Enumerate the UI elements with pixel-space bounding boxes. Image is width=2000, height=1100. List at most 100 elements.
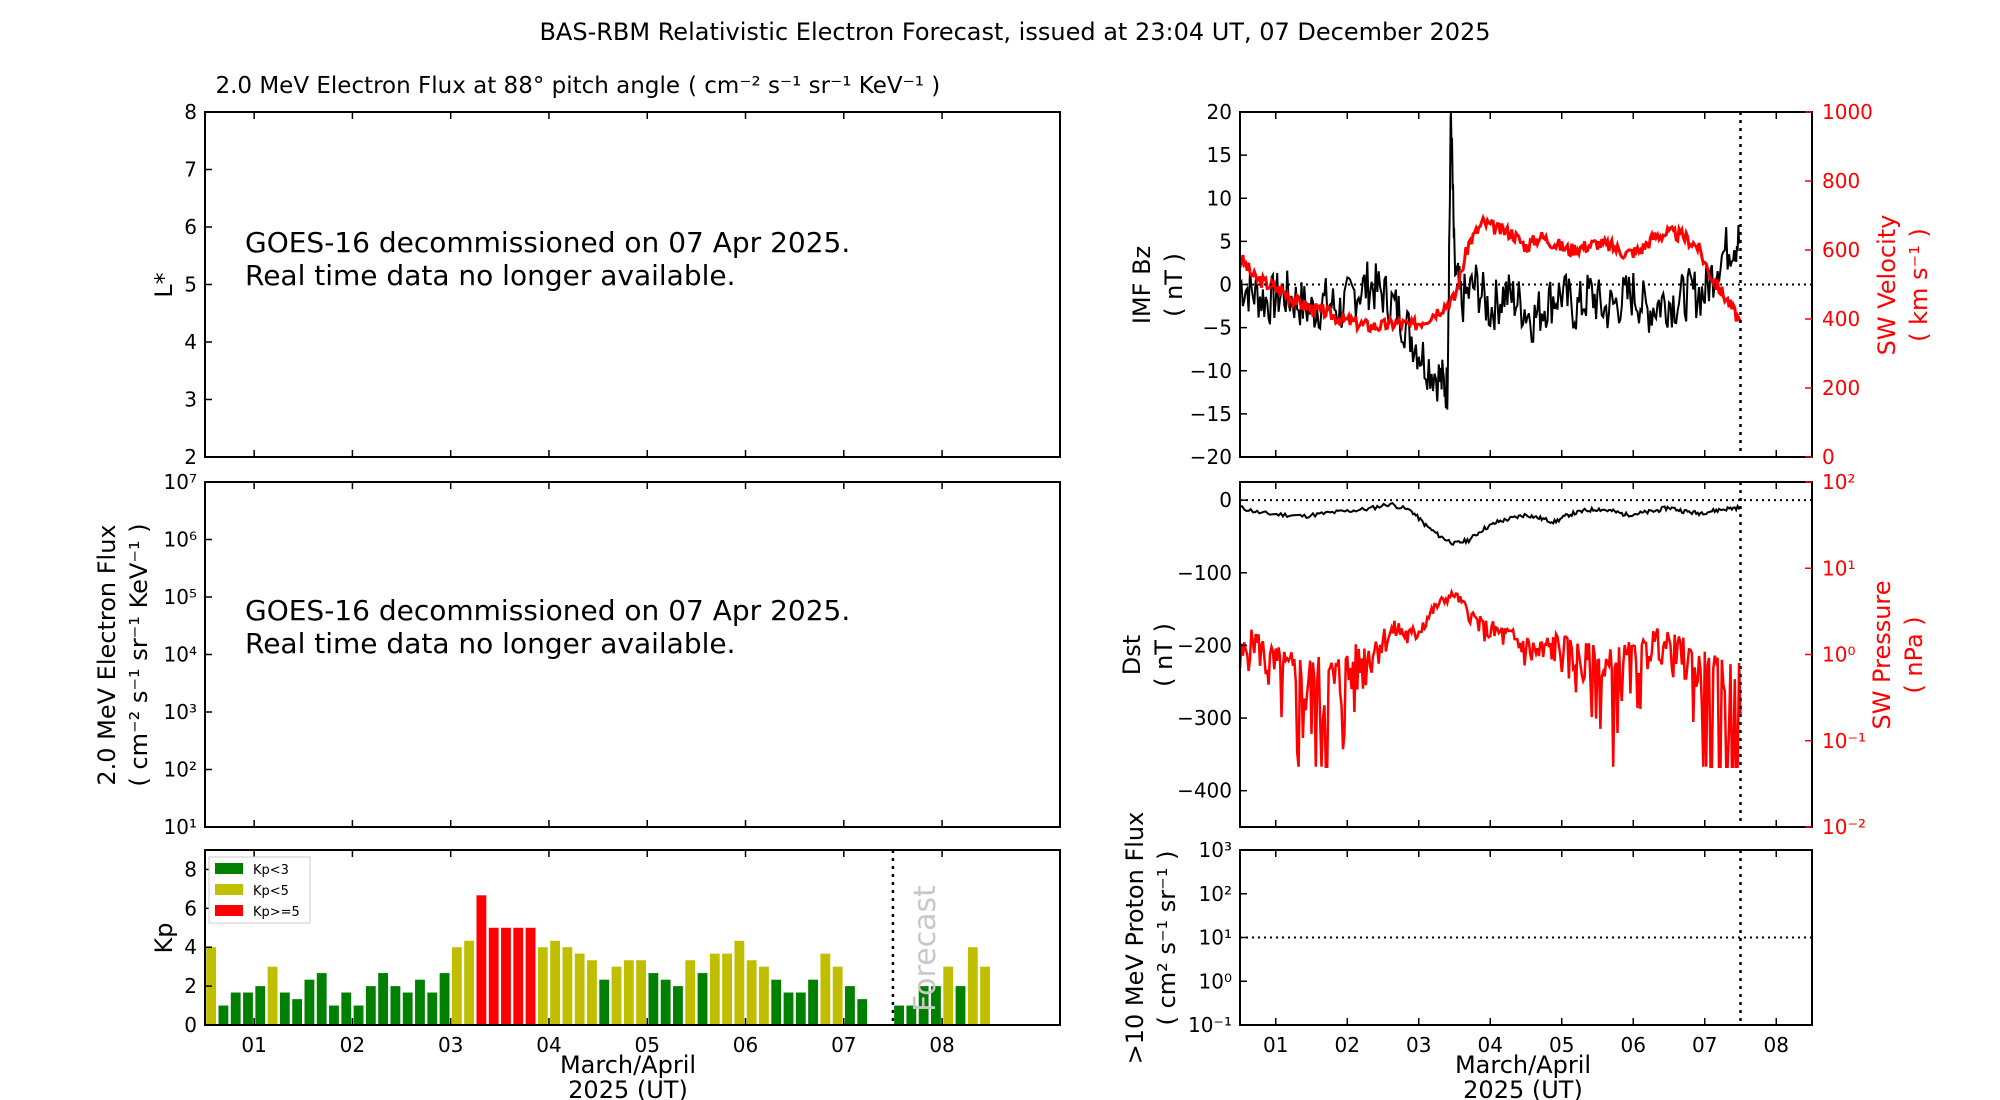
kp-bar	[464, 940, 475, 1025]
lstar-ylabel: L*	[150, 272, 178, 297]
imf-sw-panel: −20 −15 −10 −5 0 5 10 15 20 0 200 400 600 800 1000 IM…	[1128, 100, 1933, 469]
kp-forecast-bar	[955, 986, 966, 1025]
kp-bar	[255, 986, 266, 1025]
kp-bar	[550, 940, 561, 1025]
flux-y-tick-label: 10⁴	[164, 643, 197, 667]
kp-bar	[525, 927, 536, 1025]
dst-y-tick-label: −200	[1177, 633, 1232, 657]
imf-y-tick-label: 0	[1219, 273, 1232, 297]
proton-ylabel-units: ( cm² s⁻¹ sr⁻¹ )	[1153, 851, 1181, 1026]
kp-bar	[513, 927, 524, 1025]
kp-bar	[771, 979, 782, 1025]
sw-pressure-y-tick-label: 10⁻²	[1822, 815, 1866, 839]
flux-y-tick-label: 10¹	[164, 815, 197, 839]
flux-message-line1: GOES-16 decommissioned on 07 Apr 2025.	[245, 594, 850, 627]
kp-bar	[808, 979, 818, 1025]
proton-xlabel-year: 2025 (UT)	[1463, 1076, 1583, 1100]
kp-bar	[415, 979, 425, 1025]
kp-bar	[759, 966, 769, 1025]
kp-x-tick-label: 05	[635, 1033, 660, 1057]
dst-y-ticks: −400 −300 −200 −100 0	[1177, 488, 1247, 803]
sw-pressure-ylabel-units: ( nPa )	[1900, 616, 1928, 693]
kp-legend-mid: Kp<5	[253, 884, 289, 899]
kp-bar	[390, 986, 401, 1025]
kp-bar	[365, 986, 376, 1025]
kp-bar	[697, 973, 708, 1025]
proton-x-tick-label: 05	[1549, 1033, 1574, 1057]
proton-y-ticks: 10⁻¹ 10⁰ 10¹ 10² 10³	[1188, 838, 1247, 1037]
sw-velocity-y-ticks: 0 200 400 600 800 1000	[1805, 100, 1873, 469]
imf-y-tick-label: −20	[1190, 445, 1232, 469]
kp-bar	[279, 992, 290, 1025]
sw-velocity-y-tick-label: 1000	[1822, 100, 1873, 124]
kp-bar	[341, 992, 352, 1025]
kp-bar	[488, 927, 499, 1025]
kp-legend-low: Kp<3	[253, 863, 289, 878]
lstar-y-tick-label: 8	[184, 100, 197, 124]
flux-panel: 10¹ 10² 10³ 10⁴ 10⁵ 10⁶ 10⁷ 2.0 MeV Electron F…	[93, 470, 1061, 839]
sw-pressure-y-tick-label: 10¹	[1822, 556, 1855, 580]
lstar-x-ticks	[253, 112, 943, 457]
kp-bar	[316, 973, 327, 1025]
sw-velocity-line	[1238, 213, 1742, 334]
imf-y-tick-label: 20	[1207, 100, 1232, 124]
sw-pressure-y-tick-label: 10⁰	[1822, 643, 1855, 667]
flux-ylabel: 2.0 MeV Electron Flux	[93, 524, 121, 785]
kp-bars	[206, 895, 990, 1025]
sw-velocity-y-tick-label: 600	[1822, 238, 1860, 262]
kp-bar	[427, 992, 438, 1025]
kp-bar	[648, 973, 659, 1025]
kp-x-ticks: 01 02 03 04 05 06 07 08	[241, 850, 955, 1057]
proton-x-tick-label: 08	[1764, 1033, 1789, 1057]
imf-y-tick-label: 15	[1207, 143, 1232, 167]
kp-bar	[243, 992, 253, 1025]
proton-y-tick-label: 10²	[1199, 882, 1232, 906]
kp-bar	[587, 960, 597, 1025]
lstar-y-tick-label: 5	[184, 273, 197, 297]
proton-ylabel: >10 MeV Proton Flux	[1121, 812, 1149, 1065]
kp-bar	[402, 992, 413, 1025]
kp-bar	[562, 947, 573, 1025]
sw-pressure-y-tick-label: 10²	[1822, 470, 1855, 494]
kp-forecast-bar	[980, 966, 990, 1025]
kp-bar	[611, 966, 622, 1025]
kp-bar	[636, 960, 647, 1025]
kp-xlabel: March/April	[560, 1051, 696, 1079]
imf-x-ticks	[1275, 112, 1777, 457]
imf-y-tick-label: −15	[1190, 402, 1232, 426]
kp-y-tick-label: 2	[184, 974, 197, 998]
sw-velocity-y-tick-label: 200	[1822, 376, 1860, 400]
kp-y-tick-label: 6	[184, 896, 197, 920]
kp-legend: Kp<3 Kp<5 Kp>=5	[208, 856, 311, 924]
sw-pressure-line	[1238, 587, 1742, 768]
proton-y-tick-label: 10¹	[1199, 926, 1232, 950]
sw-velocity-y-tick-label: 0	[1822, 445, 1835, 469]
kp-bar	[857, 999, 868, 1025]
kp-bar	[267, 966, 278, 1025]
dst-ylabel: Dst	[1118, 635, 1146, 675]
kp-xlabel-year: 2025 (UT)	[568, 1076, 688, 1100]
kp-bar	[574, 953, 585, 1025]
sw-pressure-y-tick-label: 10⁻¹	[1822, 729, 1866, 753]
sw-velocity-ylabel-units: ( km s⁻¹ )	[1905, 228, 1933, 342]
kp-bar	[292, 999, 303, 1025]
kp-x-tick-label: 01	[241, 1033, 266, 1057]
flux-y-tick-label: 10³	[164, 700, 197, 724]
kp-bar	[218, 1005, 229, 1025]
proton-x-tick-label: 02	[1335, 1033, 1360, 1057]
kp-legend-swatch-low	[215, 863, 243, 874]
dst-y-tick-label: −400	[1177, 779, 1232, 803]
flux-x-ticks	[253, 482, 943, 827]
kp-bar	[820, 953, 831, 1025]
lstar-y-tick-label: 7	[184, 158, 197, 182]
lstar-y-tick-label: 4	[184, 330, 197, 354]
sw-pressure-ylabel: SW Pressure	[1868, 580, 1896, 729]
kp-bar	[832, 966, 843, 1025]
kp-bar	[795, 992, 806, 1025]
kp-y-tick-label: 4	[184, 935, 197, 959]
proton-x-tick-label: 04	[1478, 1033, 1503, 1057]
kp-bar	[660, 979, 671, 1025]
kp-bar	[537, 947, 548, 1025]
kp-forecast-bar	[906, 1005, 917, 1025]
